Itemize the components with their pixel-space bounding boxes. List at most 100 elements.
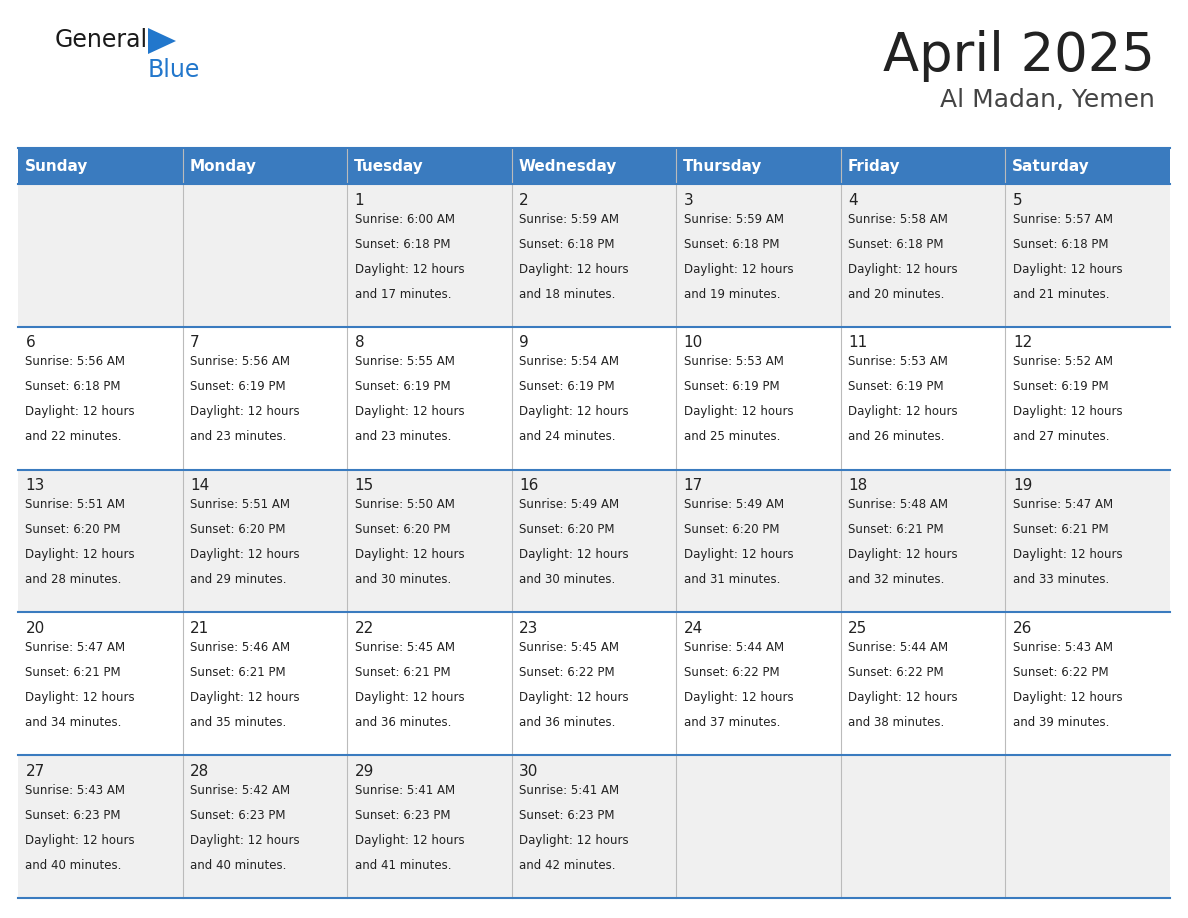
Text: and 28 minutes.: and 28 minutes. [25, 573, 122, 586]
Text: Daylight: 12 hours: Daylight: 12 hours [848, 548, 958, 561]
Text: Al Madan, Yemen: Al Madan, Yemen [940, 88, 1155, 112]
Text: Sunset: 6:19 PM: Sunset: 6:19 PM [190, 380, 285, 393]
Text: Daylight: 12 hours: Daylight: 12 hours [519, 263, 628, 275]
Text: and 23 minutes.: and 23 minutes. [190, 431, 286, 443]
Text: 1: 1 [354, 193, 365, 207]
Text: Sunrise: 5:44 AM: Sunrise: 5:44 AM [848, 641, 948, 654]
Text: Sunrise: 5:53 AM: Sunrise: 5:53 AM [683, 355, 784, 368]
Text: 14: 14 [190, 478, 209, 493]
Text: Daylight: 12 hours: Daylight: 12 hours [25, 691, 135, 704]
Text: and 29 minutes.: and 29 minutes. [190, 573, 286, 586]
Text: and 37 minutes.: and 37 minutes. [683, 716, 781, 729]
Text: Daylight: 12 hours: Daylight: 12 hours [1013, 548, 1123, 561]
Text: Sunset: 6:20 PM: Sunset: 6:20 PM [25, 523, 121, 536]
Text: and 35 minutes.: and 35 minutes. [190, 716, 286, 729]
Text: and 32 minutes.: and 32 minutes. [848, 573, 944, 586]
Text: 7: 7 [190, 335, 200, 351]
Text: Sunrise: 5:51 AM: Sunrise: 5:51 AM [190, 498, 290, 511]
Text: Sunrise: 5:59 AM: Sunrise: 5:59 AM [519, 213, 619, 226]
Text: Daylight: 12 hours: Daylight: 12 hours [190, 406, 299, 419]
Text: Sunset: 6:19 PM: Sunset: 6:19 PM [1013, 380, 1108, 393]
Text: Daylight: 12 hours: Daylight: 12 hours [354, 406, 465, 419]
Text: Sunset: 6:18 PM: Sunset: 6:18 PM [519, 238, 614, 251]
Text: 5: 5 [1013, 193, 1023, 207]
Text: Sunset: 6:21 PM: Sunset: 6:21 PM [354, 666, 450, 679]
Text: Daylight: 12 hours: Daylight: 12 hours [683, 263, 794, 275]
Text: Sunset: 6:18 PM: Sunset: 6:18 PM [683, 238, 779, 251]
Text: Friday: Friday [847, 159, 901, 174]
Text: 6: 6 [25, 335, 36, 351]
Text: 9: 9 [519, 335, 529, 351]
Text: Sunrise: 5:54 AM: Sunrise: 5:54 AM [519, 355, 619, 368]
Text: 3: 3 [683, 193, 694, 207]
Text: Sunrise: 5:43 AM: Sunrise: 5:43 AM [1013, 641, 1113, 654]
Text: and 30 minutes.: and 30 minutes. [354, 573, 450, 586]
Text: Daylight: 12 hours: Daylight: 12 hours [848, 406, 958, 419]
Text: 27: 27 [25, 764, 45, 778]
Text: Daylight: 12 hours: Daylight: 12 hours [190, 691, 299, 704]
Text: Daylight: 12 hours: Daylight: 12 hours [1013, 263, 1123, 275]
Text: Sunrise: 5:49 AM: Sunrise: 5:49 AM [519, 498, 619, 511]
Text: Sunrise: 5:59 AM: Sunrise: 5:59 AM [683, 213, 784, 226]
Text: Daylight: 12 hours: Daylight: 12 hours [25, 548, 135, 561]
Bar [18, 470, 1170, 612]
Text: and 36 minutes.: and 36 minutes. [354, 716, 451, 729]
Text: and 30 minutes.: and 30 minutes. [519, 573, 615, 586]
Text: Daylight: 12 hours: Daylight: 12 hours [190, 834, 299, 846]
Text: Sunset: 6:23 PM: Sunset: 6:23 PM [519, 809, 614, 822]
Text: and 26 minutes.: and 26 minutes. [848, 431, 944, 443]
Text: Daylight: 12 hours: Daylight: 12 hours [848, 691, 958, 704]
Text: Sunrise: 5:45 AM: Sunrise: 5:45 AM [519, 641, 619, 654]
Text: Sunset: 6:19 PM: Sunset: 6:19 PM [848, 380, 944, 393]
Text: 20: 20 [25, 621, 45, 636]
Text: and 17 minutes.: and 17 minutes. [354, 287, 451, 300]
Bar [18, 612, 1170, 756]
Text: Sunrise: 5:44 AM: Sunrise: 5:44 AM [683, 641, 784, 654]
Text: Sunset: 6:21 PM: Sunset: 6:21 PM [25, 666, 121, 679]
Text: and 31 minutes.: and 31 minutes. [683, 573, 781, 586]
Text: Daylight: 12 hours: Daylight: 12 hours [190, 548, 299, 561]
Text: Sunset: 6:22 PM: Sunset: 6:22 PM [519, 666, 614, 679]
Text: Sunset: 6:20 PM: Sunset: 6:20 PM [519, 523, 614, 536]
Text: Daylight: 12 hours: Daylight: 12 hours [683, 406, 794, 419]
Text: Sunrise: 5:47 AM: Sunrise: 5:47 AM [1013, 498, 1113, 511]
Text: and 42 minutes.: and 42 minutes. [519, 858, 615, 872]
Text: Monday: Monday [189, 159, 257, 174]
Text: and 40 minutes.: and 40 minutes. [25, 858, 122, 872]
Text: Sunset: 6:18 PM: Sunset: 6:18 PM [848, 238, 943, 251]
Bar [18, 148, 1170, 184]
Text: and 20 minutes.: and 20 minutes. [848, 287, 944, 300]
Text: Sunrise: 5:50 AM: Sunrise: 5:50 AM [354, 498, 455, 511]
Text: Daylight: 12 hours: Daylight: 12 hours [354, 691, 465, 704]
Text: Sunrise: 5:47 AM: Sunrise: 5:47 AM [25, 641, 126, 654]
Text: Wednesday: Wednesday [518, 159, 617, 174]
Text: 25: 25 [848, 621, 867, 636]
Text: Sunday: Sunday [25, 159, 88, 174]
Bar [18, 756, 1170, 898]
Text: and 39 minutes.: and 39 minutes. [1013, 716, 1110, 729]
Text: Sunrise: 5:41 AM: Sunrise: 5:41 AM [519, 784, 619, 797]
Text: 2: 2 [519, 193, 529, 207]
Text: Sunset: 6:22 PM: Sunset: 6:22 PM [683, 666, 779, 679]
Text: Sunset: 6:18 PM: Sunset: 6:18 PM [354, 238, 450, 251]
Text: Blue: Blue [148, 58, 201, 82]
Text: and 19 minutes.: and 19 minutes. [683, 287, 781, 300]
Text: Sunset: 6:23 PM: Sunset: 6:23 PM [25, 809, 121, 822]
Text: and 24 minutes.: and 24 minutes. [519, 431, 615, 443]
Text: and 25 minutes.: and 25 minutes. [683, 431, 781, 443]
Text: Sunrise: 6:00 AM: Sunrise: 6:00 AM [354, 213, 455, 226]
Text: General: General [55, 28, 148, 52]
Text: 24: 24 [683, 621, 703, 636]
Text: Sunrise: 5:46 AM: Sunrise: 5:46 AM [190, 641, 290, 654]
Text: Sunset: 6:23 PM: Sunset: 6:23 PM [190, 809, 285, 822]
Text: and 36 minutes.: and 36 minutes. [519, 716, 615, 729]
Text: Sunset: 6:19 PM: Sunset: 6:19 PM [683, 380, 779, 393]
Text: 17: 17 [683, 478, 703, 493]
Bar [18, 184, 1170, 327]
Text: 15: 15 [354, 478, 374, 493]
Text: 11: 11 [848, 335, 867, 351]
Text: Sunrise: 5:52 AM: Sunrise: 5:52 AM [1013, 355, 1113, 368]
Text: 13: 13 [25, 478, 45, 493]
Text: April 2025: April 2025 [883, 30, 1155, 82]
Text: Daylight: 12 hours: Daylight: 12 hours [354, 548, 465, 561]
